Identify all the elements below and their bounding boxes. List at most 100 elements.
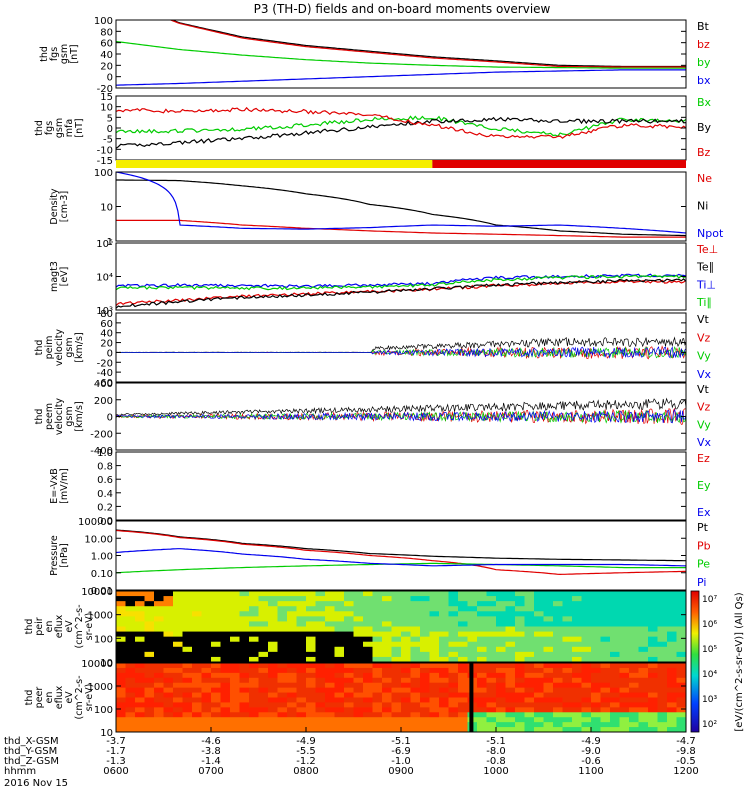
legend-Pb: Pb: [697, 539, 711, 552]
ytick-label: 1000: [88, 611, 113, 622]
legend-Bx: Bx: [697, 96, 712, 109]
ytick-label: 0.01: [91, 586, 113, 597]
legend-Pi: Pi: [697, 576, 706, 589]
ylabel-line: en: [44, 621, 55, 633]
ytick-label: 100: [94, 16, 113, 27]
colorbar-tick: 10³: [702, 695, 717, 705]
ylabel-line: Pressure: [49, 535, 60, 576]
ytick-label: 10: [100, 658, 113, 669]
xaxis-value: -4.9: [296, 736, 316, 747]
series-Npot: [116, 172, 686, 234]
xaxis-value: -6.9: [391, 746, 411, 757]
series-Bx: [116, 115, 686, 137]
ylabel-line: eflux: [54, 614, 65, 638]
ytick-label: 5: [107, 113, 113, 124]
ylabel-line: (cm^2-s-: [74, 605, 85, 649]
legend-Pt: Pt: [697, 521, 709, 534]
xaxis-row-label: thd_X-GSM: [4, 736, 59, 747]
ytick-label: 100: [94, 634, 113, 645]
xaxis-value: 0800: [293, 766, 318, 777]
mode-bar-red: [432, 160, 686, 168]
series-Pi: [116, 548, 686, 567]
colorbar-tick: 10⁴: [702, 670, 717, 680]
ytick-label: 10000: [81, 659, 113, 670]
ytick-label: 0: [107, 413, 113, 424]
ytick-label: 10³: [96, 306, 113, 317]
ylabel-line: eflux: [54, 685, 65, 709]
legend-Vy: Vy: [697, 418, 711, 431]
ytick-label: -10: [97, 145, 113, 156]
ytick-label: -40: [97, 368, 113, 379]
ytick-label: 0: [107, 73, 113, 84]
colorbar-tick: 10⁷: [702, 595, 717, 605]
ytick-label: 40: [100, 329, 113, 340]
legend-bz: bz: [697, 38, 710, 51]
ytick-label: -20: [97, 358, 113, 369]
ylabel-line: magt3: [49, 261, 60, 292]
legend-Ey: Ey: [697, 479, 711, 492]
ylabel-line: peir: [34, 617, 45, 636]
series-Ti∥: [116, 274, 686, 291]
ytick-label: 80: [100, 27, 113, 38]
legend-Vz: Vz: [697, 401, 711, 414]
ytick-label: 10: [100, 728, 113, 739]
ylabel-line: sr-eV): [84, 613, 95, 641]
efield-frame: [115, 451, 687, 521]
series-Te∥: [116, 278, 686, 309]
peir_spec-cells: [116, 591, 686, 662]
legend-Ne: Ne: [697, 172, 712, 185]
ylabel-line: en: [44, 692, 55, 704]
ytick-label: 100: [94, 705, 113, 716]
series-by: [116, 40, 686, 69]
legend-Ti∥: Ti∥: [696, 296, 712, 309]
xaxis-value: -3.8: [201, 746, 221, 757]
ylabel-line: eV: [64, 691, 75, 704]
legend-Te⊥: Te⊥: [696, 243, 718, 256]
series-bz: [169, 20, 686, 68]
ytick-label: 10: [100, 103, 113, 114]
ylabel-line: velocity: [54, 398, 65, 436]
ylabel-line: [km/s]: [74, 401, 85, 431]
ylabel-line: thd: [34, 340, 45, 356]
ytick-label: 0.8: [97, 462, 113, 473]
xaxis-value: -1.3: [106, 756, 126, 767]
xaxis-value: -1.4: [201, 756, 221, 767]
pressure-lines: [116, 529, 686, 576]
ylabel-line: (cm^2-s-: [74, 676, 85, 720]
series-Vx: [116, 346, 686, 359]
series-Vt: [116, 397, 686, 416]
legend-Npot: Npot: [697, 227, 724, 240]
legend-by: by: [697, 56, 711, 69]
ylabel-line: gsm: [59, 44, 70, 64]
peir_spec-frame: [115, 590, 687, 663]
ylabel-line: [eV]: [59, 267, 70, 287]
xaxis-value: -1.2: [296, 756, 316, 767]
ylabel-line: peer: [34, 687, 45, 709]
series-Pt: [116, 529, 686, 562]
ytick-label: 40: [100, 50, 113, 61]
ytick-label: -60: [97, 378, 113, 389]
ytick-label: 0: [107, 124, 113, 135]
xaxis-value: -3.7: [106, 736, 126, 747]
ylabel-line: Density: [49, 188, 60, 224]
peer_spec-panel: 10000 1000 100 10 thd peer en eflux eV (cm^2-s-sr…: [24, 659, 687, 739]
colorbar-label: [eV/(cm^2-s-sr-eV)] (All Qs): [734, 592, 745, 731]
series-Vt: [116, 336, 686, 353]
legend-Ni: Ni: [697, 200, 708, 213]
ytick-label: 100: [94, 168, 113, 179]
efield-panel: 1.0 0.8 0.6 0.4 0.2 0.0 E=-VxB [mV/m] Ez Ey Ex: [49, 448, 711, 527]
legend-Vx: Vx: [697, 436, 712, 449]
peem_velocity-panel: 400 200 0 -200 -400 thd peem velocity gsm [km/s] V…: [34, 379, 712, 457]
ytick-label: 1.00: [91, 552, 113, 563]
xaxis-value: -1.0: [391, 756, 411, 767]
xaxis-row-label: hhmm: [4, 766, 36, 777]
xaxis-value: -8.0: [486, 746, 506, 757]
xaxis-value: -4.9: [581, 736, 601, 747]
ytick-label: 0.6: [97, 475, 113, 486]
ylabel-line: [nPa]: [59, 543, 70, 568]
density-lines: [116, 172, 686, 238]
xaxis-value: -4.7: [676, 736, 696, 747]
ylabel-line: mfa: [64, 119, 75, 137]
legend-Vx: Vx: [697, 368, 712, 381]
xaxis-value: 0600: [103, 766, 128, 777]
